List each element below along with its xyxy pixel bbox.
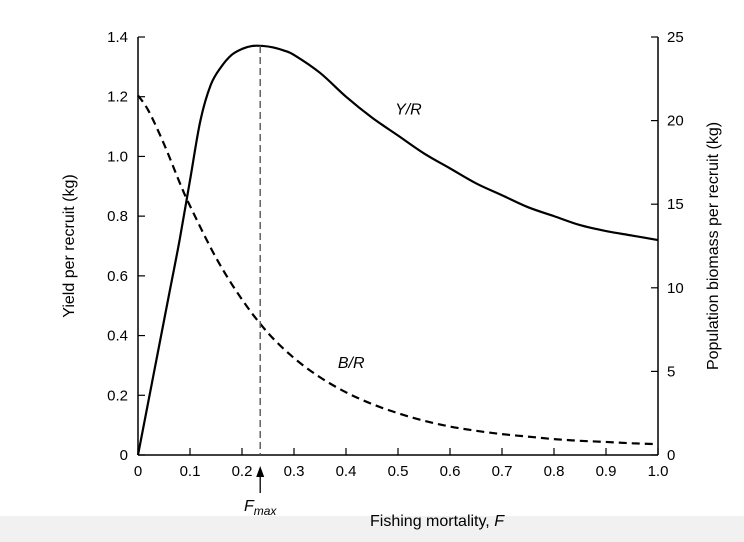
y2-tick-label: 5 — [667, 363, 675, 380]
series-layer — [136, 44, 659, 456]
fmax-label: Fmax — [244, 498, 277, 518]
y2-axis-title: Population biomass per recruit (kg) — [705, 122, 722, 370]
x-tick-label: 0.2 — [232, 463, 253, 480]
x-tick-label: 0.3 — [284, 463, 305, 480]
y2-tick-label: 15 — [667, 196, 684, 213]
y-tick-label: 1.0 — [107, 148, 128, 165]
fmax-arrow-head — [256, 466, 265, 477]
bottom-band — [0, 516, 744, 542]
ticks: 0 0.1 0.2 0.3 0.4 0.5 0.6 0.7 0.8 0.9 1.000.20.40.… — [107, 29, 684, 480]
series-line-y-r — [136, 44, 659, 456]
x-tick-label: 0 — [134, 463, 142, 480]
x-tick-label: 0.5 — [388, 463, 409, 480]
x-axis-title-var: F — [494, 513, 505, 530]
y-tick-label: 0.4 — [107, 328, 128, 345]
y2-tick-label: 10 — [667, 280, 684, 297]
curve-label-b-r: B/R — [338, 355, 365, 372]
axes — [137, 37, 659, 456]
y-tick-label: 1.4 — [107, 29, 128, 46]
series-line-b-r — [137, 94, 659, 446]
x-tick-label: 0.7 — [492, 463, 513, 480]
annotation-layer: Y/R B/R Fmax — [244, 45, 422, 518]
x-tick-label: 0.4 — [336, 463, 357, 480]
y2-tick-label: 25 — [667, 29, 684, 46]
y-tick-label: 0.2 — [107, 387, 128, 404]
y-axis-title: Yield per recruit (kg) — [61, 174, 78, 317]
x-axis-title: Fishing mortality, F — [370, 513, 505, 530]
x-tick-label: 0.6 — [440, 463, 461, 480]
x-axis-title-text: Fishing mortality, — [370, 513, 494, 530]
y-tick-label: 0.8 — [107, 208, 128, 225]
x-tick-label: 0.9 — [596, 463, 617, 480]
x-tick-label: 0.8 — [544, 463, 565, 480]
y-tick-label: 0 — [120, 447, 128, 464]
y2-tick-label: 0 — [667, 447, 675, 464]
x-tick-label: 0.1 — [180, 463, 201, 480]
y-tick-label: 0.6 — [107, 268, 128, 285]
y-tick-label: 1.2 — [107, 89, 128, 106]
curve-label-y-r: Y/R — [395, 102, 422, 119]
y2-tick-label: 20 — [667, 113, 684, 130]
x-tick-label: 1.0 — [648, 463, 669, 480]
